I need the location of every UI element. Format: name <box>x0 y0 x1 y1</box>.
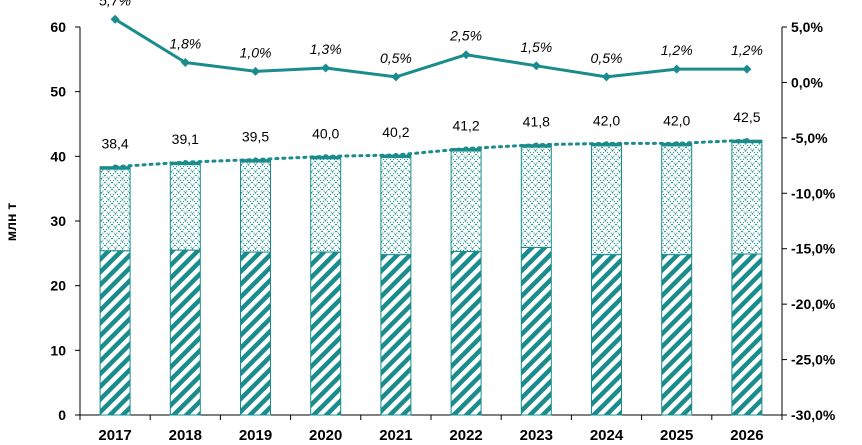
total-point <box>393 152 399 158</box>
bar-lower <box>310 251 342 416</box>
y-tick-label: 20 <box>50 278 66 294</box>
y-tick-label: 50 <box>50 84 66 100</box>
bar-upper <box>450 148 482 252</box>
bar-lower <box>731 253 763 416</box>
x-tick-label: 2017 <box>98 427 131 444</box>
growth-point <box>602 72 611 82</box>
bar-upper <box>310 155 342 253</box>
bar-lower <box>450 250 482 416</box>
x-tick-label: 2024 <box>590 427 624 444</box>
y-tick-label: 0 <box>58 407 66 423</box>
total-point <box>323 154 328 159</box>
growth-point <box>391 72 401 82</box>
x-tick-label: 2025 <box>660 427 693 444</box>
data-labels: 38,4 39,1 39,5 40,0 40,2 41,2 41,8 42,0 42,0 42,5… <box>99 0 763 152</box>
lines <box>110 14 752 169</box>
total-value-label: 42,0 <box>593 112 620 128</box>
total-value-label: 41,8 <box>523 114 550 130</box>
total-point <box>253 157 258 162</box>
bar-upper <box>520 144 552 249</box>
growth-point <box>742 64 752 74</box>
growth-point <box>321 63 331 73</box>
y-tick-label: 30 <box>50 213 66 229</box>
bar-upper <box>169 161 201 251</box>
y-axis-label: млн т <box>3 203 19 242</box>
y2-tick-label: 5,0% <box>791 19 823 35</box>
growth-value-label: 1,5% <box>520 39 552 55</box>
growth-value-label: 0,5% <box>591 50 623 66</box>
growth-value-label: 1,8% <box>169 35 201 51</box>
bar-lower <box>520 247 552 416</box>
total-value-label: 41,2 <box>452 118 479 134</box>
growth-value-label: 5,7% <box>99 0 131 8</box>
total-point <box>183 159 188 165</box>
y2-tick-label: -25,0% <box>791 352 836 368</box>
x-tick-label: 2021 <box>379 427 412 444</box>
bar-lower <box>661 254 693 416</box>
bar-upper <box>99 166 131 252</box>
growth-value-label: 0,5% <box>380 50 412 66</box>
growth-point <box>461 50 471 60</box>
bar-lower <box>240 251 271 416</box>
y2-tick-label: -20,0% <box>791 296 836 312</box>
total-dotted-line <box>113 138 749 169</box>
total-value-label: 39,5 <box>242 129 269 145</box>
x-tick-label: 2019 <box>239 427 272 444</box>
x-tick-label: 2026 <box>730 427 763 444</box>
y2-tick-label: -10,0% <box>791 185 836 201</box>
bar-upper <box>380 154 412 256</box>
total-value-label: 39,1 <box>172 131 199 147</box>
y2-tick-label: -5,0% <box>791 130 828 146</box>
bar-lower <box>591 254 622 416</box>
growth-value-label: 1,2% <box>661 42 693 58</box>
growth-point <box>531 61 541 71</box>
total-point <box>112 164 118 169</box>
growth-value-label: 1,0% <box>240 44 272 60</box>
total-value-label: 40,2 <box>382 124 409 140</box>
growth-point <box>110 14 120 24</box>
growth-point <box>180 57 190 67</box>
growth-value-label: 2,5% <box>449 28 482 44</box>
y2-tick-label: -30,0% <box>791 407 836 423</box>
total-point <box>604 141 609 146</box>
growth-value-label: 1,2% <box>731 42 763 58</box>
bar-lower <box>380 254 412 416</box>
total-point <box>463 146 469 151</box>
x-tick-label: 2018 <box>169 427 202 444</box>
growth-point <box>251 66 260 76</box>
total-value-label: 40,0 <box>312 125 339 141</box>
y2-tick-label: -15,0% <box>791 241 836 257</box>
y-tick-label: 10 <box>50 342 66 358</box>
bar-lower <box>169 249 201 416</box>
x-tick-label: 2023 <box>520 427 553 444</box>
total-value-label: 42,0 <box>663 112 690 128</box>
total-point <box>674 141 679 146</box>
x-tick-label: 2022 <box>449 427 482 444</box>
total-point <box>534 142 539 147</box>
total-value-label: 38,4 <box>101 136 128 152</box>
growth-line <box>114 17 747 79</box>
y-tick-label: 40 <box>50 148 66 164</box>
bar-upper <box>731 139 763 255</box>
y2-tick-label: 0,0% <box>791 74 823 90</box>
total-value-label: 42,5 <box>733 109 760 125</box>
bar-upper <box>240 159 271 253</box>
axes: 0 10 20 30 40 50 60 5,0% 0,0% -5,0% -10,0% -15,0% -2… <box>50 19 835 444</box>
total-point <box>744 137 750 143</box>
bars <box>99 139 763 416</box>
x-tick-label: 2020 <box>309 427 342 444</box>
bar-upper <box>591 142 622 256</box>
bar-upper <box>661 142 693 256</box>
bar-lower <box>99 250 131 416</box>
growth-value-label: 1,3% <box>310 41 342 57</box>
y-tick-label: 60 <box>50 19 66 35</box>
growth-point <box>672 64 682 74</box>
